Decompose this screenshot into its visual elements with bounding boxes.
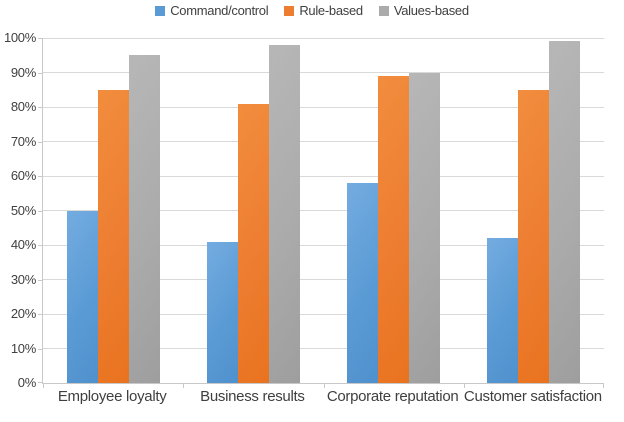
gridline-40 [43, 244, 604, 246]
legend-swatch-icon [155, 5, 166, 16]
bar-employee-loyalty-series-1 [97, 89, 129, 383]
y-tick-mark-60 [38, 176, 42, 177]
x-tick-mark-1 [183, 384, 184, 388]
x-tick-label-0: Employee loyalty [57, 388, 167, 405]
y-tick-label-80: 80% [10, 99, 36, 114]
chart-legend: Command/control Rule-based Values-based [0, 3, 624, 18]
y-axis: 0% 10% 20% 30% 40% 50% 60% 70% 80% 90% 100% [0, 30, 36, 390]
legend-swatch-icon [378, 5, 389, 16]
y-tick-label-30: 30% [10, 271, 36, 287]
bar-customer-satisfaction-series-1 [518, 89, 550, 383]
y-tick-mark-100 [38, 38, 42, 39]
bar-customer-satisfaction-series-2 [549, 41, 581, 383]
gridline-20 [43, 313, 604, 315]
bar-customer-satisfaction-series-0 [487, 238, 519, 383]
y-tick-mark-90 [38, 72, 42, 74]
x-tick-mark-2 [324, 384, 325, 388]
legend-item-0: Command/control [155, 3, 269, 18]
legend-label: Rule-based [299, 3, 363, 18]
y-tick-label-20: 20% [10, 306, 36, 321]
y-tick-mark-50 [38, 210, 42, 212]
y-tick-label-50: 50% [10, 202, 36, 218]
y-tick-label-90: 90% [10, 64, 36, 80]
x-tick-label-2: Corporate reputation [326, 388, 459, 405]
bar-corporate-reputation-series-2 [409, 72, 441, 383]
legend-label: Values-based [393, 3, 469, 18]
legend-swatch-icon [284, 5, 295, 16]
bar-employee-loyalty-series-2 [128, 55, 160, 383]
gridline-80 [43, 106, 604, 108]
y-tick-mark-10 [38, 348, 42, 350]
y-tick-label-60: 60% [10, 168, 36, 183]
y-tick-label-70: 70% [10, 133, 36, 149]
x-tick-mark-3 [464, 384, 465, 388]
bar-corporate-reputation-series-1 [378, 75, 410, 383]
bar-business-results-series-2 [268, 44, 300, 383]
x-tick-label-3: Customer satisfaction [463, 388, 602, 405]
y-tick-mark-30 [38, 279, 42, 281]
y-tick-label-10: 10% [10, 340, 36, 356]
y-tick-label-40: 40% [10, 237, 36, 252]
legend-item-1: Rule-based [284, 3, 363, 18]
x-tick-label-1: Business results [200, 388, 305, 405]
y-tick-mark-70 [38, 141, 42, 143]
bar-business-results-series-1 [237, 103, 269, 383]
y-tick-label-100: 100% [3, 30, 36, 45]
gridline-90 [43, 72, 604, 73]
y-tick-mark-40 [38, 245, 42, 246]
y-tick-mark-20 [38, 314, 42, 315]
x-tick-mark-4 [603, 384, 604, 388]
bar-corporate-reputation-series-0 [347, 182, 379, 383]
plot-area [38, 38, 604, 388]
gridline-100 [43, 38, 604, 39]
gridline-60 [43, 175, 604, 177]
legend-label: Command/control [170, 3, 269, 18]
y-tick-mark-80 [38, 107, 42, 108]
bar-employee-loyalty-series-0 [66, 210, 98, 383]
y-tick-mark-0 [38, 382, 42, 383]
legend-item-2: Values-based [378, 3, 469, 18]
x-tick-mark-0 [43, 384, 44, 388]
gridline-30 [43, 279, 604, 280]
bar-business-results-series-0 [206, 241, 238, 383]
gridline-50 [43, 210, 604, 211]
gridline-10 [43, 348, 604, 349]
x-axis: Employee loyalty Business results Corporat… [42, 388, 603, 412]
gridline-70 [43, 141, 604, 142]
y-tick-label-0: 0% [17, 375, 37, 390]
